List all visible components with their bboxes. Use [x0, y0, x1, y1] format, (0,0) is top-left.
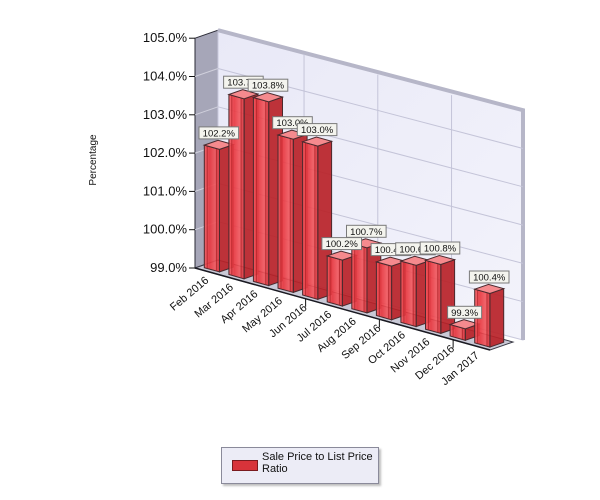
data-label: 100.2%	[321, 237, 362, 251]
y-tick-label: 104.0%	[143, 69, 188, 84]
svg-text:103.7%: 103.7%	[227, 78, 260, 89]
y-tick-label: 105.0%	[143, 30, 188, 45]
bars	[202, 89, 506, 348]
svg-text:99.3%: 99.3%	[451, 308, 478, 319]
svg-text:100.4%: 100.4%	[473, 273, 506, 284]
y-tick-label: 99.0%	[150, 260, 187, 275]
svg-text:103.8%: 103.8%	[252, 81, 285, 92]
data-label: 100.4%	[468, 270, 510, 284]
data-label: 103.0%	[296, 123, 338, 136]
data-label: 100.8%	[419, 241, 461, 255]
data-label: 103.8%	[247, 78, 289, 92]
bar	[350, 238, 383, 314]
y-tick-label: 103.0%	[143, 107, 188, 122]
bar	[473, 283, 506, 348]
svg-text:100.7%: 100.7%	[350, 227, 383, 238]
data-label: 99.3%	[447, 305, 483, 319]
legend: Sale Price to List Price Ratio	[221, 447, 379, 484]
data-label: 102.2%	[198, 126, 240, 140]
svg-text:103.0%: 103.0%	[276, 118, 309, 129]
legend-swatch	[232, 460, 258, 471]
data-labels: 102.2%103.7%103.8%103.0%103.0%100.2%100.…	[198, 75, 510, 319]
svg-text:103.0%: 103.0%	[301, 125, 334, 136]
legend-label: Sale Price to List Price Ratio	[262, 451, 373, 475]
svg-text:100.6%: 100.6%	[399, 244, 432, 255]
svg-text:102.2%: 102.2%	[203, 128, 236, 139]
svg-text:100.2%: 100.2%	[326, 239, 359, 250]
y-tick-label: 100.0%	[143, 222, 188, 237]
y-tick-label: 102.0%	[143, 145, 188, 160]
data-label: 100.7%	[346, 224, 387, 238]
y-axis-title: Percentage	[88, 134, 99, 186]
svg-text:100.4%: 100.4%	[375, 245, 408, 256]
y-tick-label: 101.0%	[143, 183, 188, 198]
bar	[423, 254, 457, 335]
svg-text:100.8%: 100.8%	[424, 244, 457, 255]
